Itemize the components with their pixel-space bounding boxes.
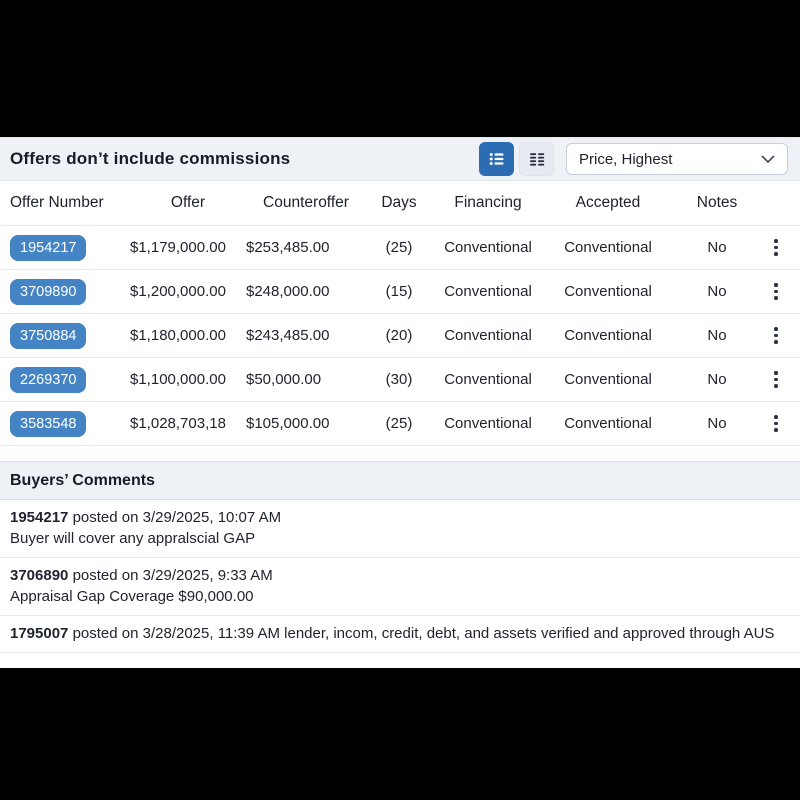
accepted-cell: Conventional [564, 327, 652, 344]
comment-meta: posted on 3/29/2025, 10:07 AM [68, 509, 282, 526]
comment-item: 3706890 posted on 3/29/2025, 9:33 AM App… [0, 558, 800, 616]
counteroffer-cell: $253,485.00 [246, 239, 330, 256]
accepted-cell: Conventional [564, 239, 652, 256]
compact-view-button[interactable] [519, 142, 554, 176]
col-financing: Financing [454, 194, 522, 211]
days-cell: (25) [385, 239, 413, 256]
offer-number-badge[interactable]: 3583548 [10, 410, 87, 437]
days-cell: (20) [385, 327, 413, 344]
accepted-cell: Conventional [564, 415, 652, 432]
row-menu-kebab-icon[interactable] [762, 235, 790, 260]
comment-meta: posted on 3/29/2025, 9:33 AM [68, 567, 273, 584]
days-cell: (30) [385, 371, 413, 388]
buyers-comments-title: Buyers’ Comments [10, 471, 155, 489]
offers-title: Offers don’t include commissions [10, 149, 291, 168]
offer-cell: $1,100,000.00 [130, 371, 226, 388]
counteroffer-cell: $248,000.00 [246, 283, 330, 300]
comment-offer-id: 3706890 [10, 567, 69, 584]
notes-cell: No [707, 239, 727, 256]
compact-list-icon [528, 150, 546, 168]
row-menu-kebab-icon[interactable] [762, 279, 790, 304]
row-menu-kebab-icon[interactable] [762, 411, 790, 436]
notes-cell: No [707, 283, 727, 300]
row-menu-kebab-icon[interactable] [762, 323, 790, 348]
notes-cell: No [707, 415, 727, 432]
col-offer: Offer [170, 194, 206, 211]
col-offer-number: Offer Number [10, 194, 104, 211]
list-view-button[interactable] [479, 142, 514, 176]
counteroffer-cell: $50,000.00 [246, 371, 322, 388]
comment-message: lender, incom, credit, debt, and assets … [284, 625, 775, 642]
col-accepted: Accepted [575, 194, 641, 211]
financing-cell: Conventional [444, 283, 532, 300]
col-counteroffer: Counteroffer [263, 194, 349, 211]
chevron-down-icon [761, 155, 775, 164]
section-gap [0, 446, 800, 461]
notes-cell: No [707, 371, 727, 388]
accepted-cell: Conventional [564, 283, 652, 300]
table-row: 3750884 $1,180,000.00 $243,485.00 (20) C… [0, 314, 800, 358]
comment-offer-id: 1795007 [10, 625, 69, 642]
table-row: 1954217 $1,179,000.00 $253,485.00 (25) C… [0, 226, 800, 270]
comment-message: Buyer will cover any appralscial GAP [10, 530, 256, 547]
comment-meta: posted on 3/28/2025, 11:39 AM [68, 625, 285, 642]
days-cell: (25) [385, 415, 413, 432]
financing-cell: Conventional [444, 327, 532, 344]
accepted-cell: Conventional [564, 371, 652, 388]
counteroffer-cell: $243,485.00 [246, 327, 330, 344]
table-row: 3709890 $1,200,000.00 $248,000.00 (15) C… [0, 270, 800, 314]
offer-cell: $1,179,000.00 [130, 239, 226, 256]
financing-cell: Conventional [444, 415, 532, 432]
offer-number-badge[interactable]: 2269370 [10, 366, 87, 393]
offer-number-badge[interactable]: 3750884 [10, 322, 87, 349]
offer-number-badge[interactable]: 1954217 [10, 234, 87, 261]
sort-dropdown[interactable]: Price, Highest [566, 143, 788, 175]
col-notes: Notes [696, 194, 738, 211]
offer-cell: $1,180,000.00 [130, 327, 226, 344]
notes-cell: No [707, 327, 727, 344]
offers-toolbar: Offers don’t include commissions [0, 137, 800, 181]
col-days: Days [381, 194, 417, 211]
offer-cell: $1,200,000.00 [130, 283, 226, 300]
table-row: 3583548 $1,028,703,18 $105,000.00 (25) C… [0, 402, 800, 446]
offer-cell: $1,028,703,18 [130, 415, 226, 432]
sort-dropdown-value: Price, Highest [579, 150, 673, 168]
row-menu-kebab-icon[interactable] [762, 367, 790, 392]
table-row: 2269370 $1,100,000.00 $50,000.00 (30) Co… [0, 358, 800, 402]
counteroffer-cell: $105,000.00 [246, 415, 330, 432]
financing-cell: Conventional [444, 371, 532, 388]
offer-number-badge[interactable]: 3709890 [10, 278, 87, 305]
comment-item: 1795007 posted on 3/28/2025, 11:39 AM le… [0, 616, 800, 653]
financing-cell: Conventional [444, 239, 532, 256]
buyers-comments-header: Buyers’ Comments [0, 461, 800, 500]
days-cell: (15) [385, 283, 413, 300]
comment-message: Appraisal Gap Coverage $90,000.00 [10, 588, 254, 605]
comment-offer-id: 1954217 [10, 509, 69, 526]
bullet-list-icon [488, 150, 506, 168]
offers-table-header: Offer Number Offer Counteroffer Days Fin… [0, 181, 800, 226]
offers-panel: Offers don’t include commissions [0, 137, 800, 668]
comment-item: 1954217 posted on 3/29/2025, 10:07 AM Bu… [0, 500, 800, 558]
